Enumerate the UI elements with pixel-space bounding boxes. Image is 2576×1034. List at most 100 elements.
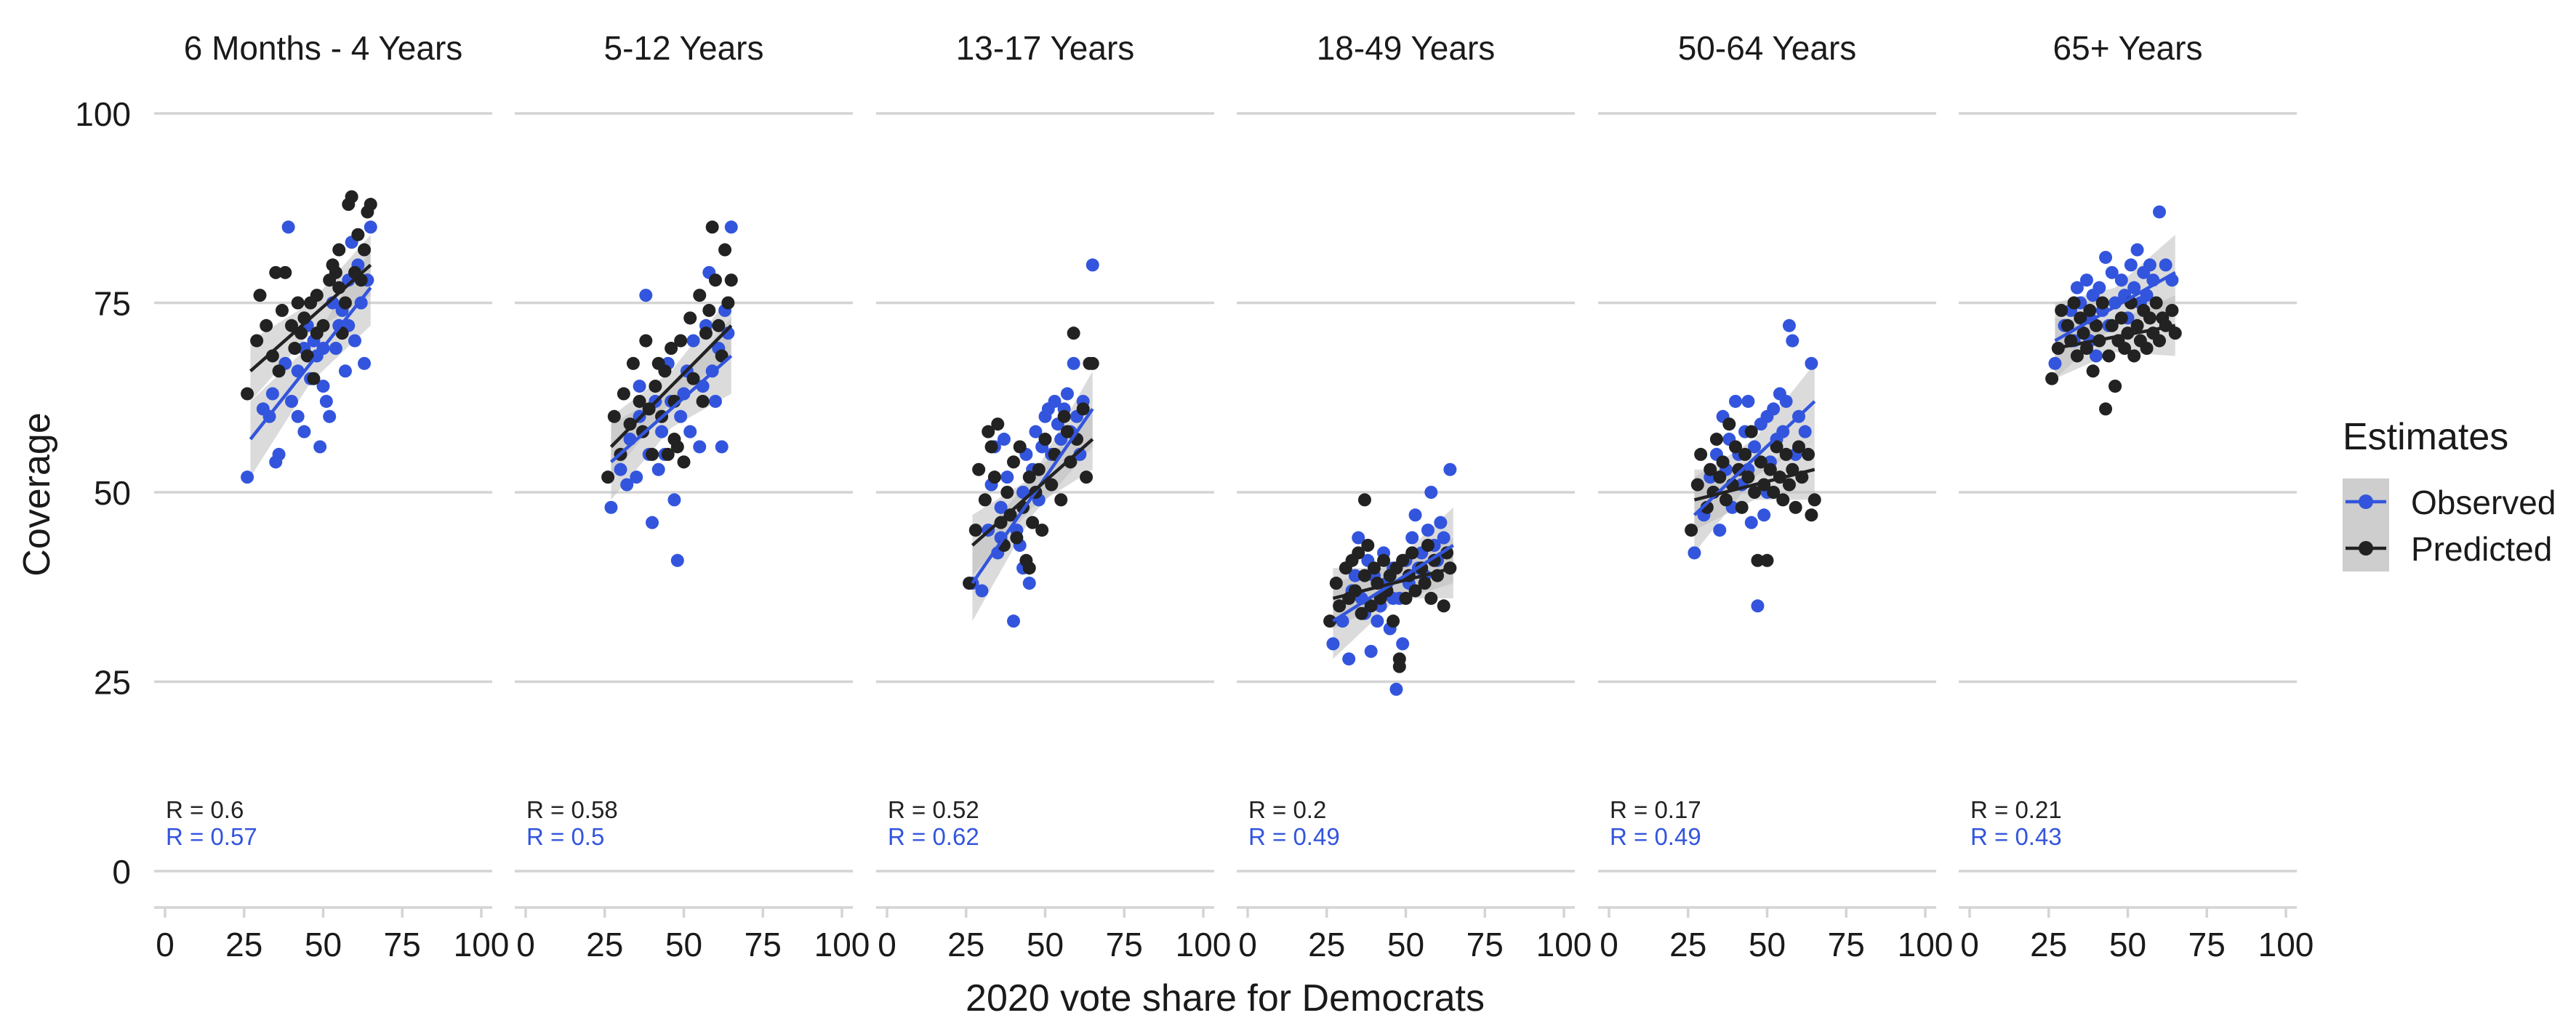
predicted-point — [1357, 569, 1371, 582]
y-tick-label: 75 — [94, 285, 131, 323]
r-observed-label: R = 0.57 — [166, 823, 257, 850]
predicted-point — [2077, 326, 2090, 340]
gridlines — [1237, 112, 1575, 873]
observed-point — [651, 462, 665, 476]
observed-point — [2143, 258, 2156, 272]
observed-point — [1434, 516, 1448, 529]
predicted-point — [2168, 326, 2182, 340]
predicted-point — [272, 364, 286, 378]
predicted-point — [2074, 311, 2087, 325]
x-tick-label: 100 — [814, 926, 870, 963]
x-tick-label: 100 — [1536, 926, 1592, 963]
observed-point — [2079, 273, 2093, 287]
predicted-point — [2079, 342, 2093, 356]
predicted-point — [2055, 303, 2069, 317]
predicted-point — [2118, 342, 2132, 356]
predicted-point — [358, 243, 372, 257]
observed-point — [2124, 258, 2138, 272]
predicted-point — [978, 493, 992, 507]
observed-point — [1688, 546, 1701, 560]
predicted-point — [307, 372, 321, 385]
observed-point — [241, 470, 254, 484]
predicted-point — [1709, 433, 1723, 446]
observed-point — [2114, 273, 2128, 287]
observed-point — [1405, 531, 1419, 545]
observed-point — [313, 440, 327, 454]
predicted-fit-line — [1693, 468, 1815, 502]
observed-point — [1364, 644, 1378, 658]
r-observed-label: R = 0.49 — [1610, 823, 1701, 850]
predicted-point — [1741, 470, 1755, 484]
r-predicted-label: R = 0.2 — [1248, 796, 1326, 823]
predicted-point — [1057, 409, 1071, 423]
predicted-point — [1035, 524, 1049, 537]
predicted-point — [1427, 553, 1441, 567]
predicted-point — [1007, 455, 1020, 469]
x-tick-label: 0 — [156, 926, 174, 963]
observed-point — [604, 500, 618, 514]
predicted-point — [1054, 493, 1068, 507]
predicted-point — [1026, 516, 1040, 529]
predicted-point — [1421, 538, 1435, 552]
predicted-point — [1080, 470, 1094, 484]
predicted-point — [250, 334, 264, 348]
predicted-point — [702, 303, 716, 317]
observed-point — [316, 380, 330, 393]
predicted-point — [2095, 296, 2109, 310]
predicted-point — [2105, 318, 2119, 332]
predicted-point — [667, 433, 681, 446]
legend-label: Predicted — [2411, 530, 2552, 568]
x-tick-label: 100 — [1176, 926, 1232, 963]
predicted-point — [2165, 303, 2179, 317]
predicted-point — [1405, 546, 1419, 560]
predicted-fit-line — [971, 438, 1094, 547]
observed-point — [1744, 516, 1758, 529]
observed-point — [1000, 470, 1014, 484]
observed-point — [1437, 531, 1450, 545]
x-axis: 0 25 50 75 100 — [876, 906, 1232, 963]
predicted-point — [696, 394, 710, 408]
observed-point — [667, 493, 681, 507]
observed-point — [285, 394, 298, 408]
predicted-point — [1010, 531, 1024, 545]
predicted-point — [1396, 553, 1410, 567]
observed-point — [630, 470, 643, 484]
observed-point — [281, 220, 295, 234]
y-axis-title: Coverage — [16, 412, 58, 576]
predicted-point — [2083, 303, 2097, 317]
predicted-point — [712, 318, 726, 332]
x-tick-label: 50 — [1749, 926, 1786, 963]
predicted-points — [2045, 296, 2182, 416]
predicted-point — [1003, 508, 1017, 522]
panel-title: 18-49 Years — [1317, 29, 1496, 67]
x-tick-label: 75 — [384, 926, 421, 963]
x-tick-label: 25 — [1669, 926, 1706, 963]
panel-title: 65+ Years — [2053, 29, 2203, 67]
predicted-point — [1038, 433, 1052, 446]
predicted-point — [1694, 447, 1708, 461]
predicted-point — [665, 342, 678, 356]
predicted-point — [310, 289, 324, 302]
panel-title: 50-64 Years — [1678, 29, 1857, 67]
panel-1: 0 25 50 75 100 6 Months - 4 Years R = 0.6R = 0… — [154, 29, 509, 963]
predicted-point — [2090, 318, 2103, 332]
predicted-point — [1738, 447, 1752, 461]
observed-point — [639, 289, 653, 302]
observed-point — [297, 425, 311, 438]
predicted-point — [661, 447, 675, 461]
predicted-point — [982, 425, 995, 438]
gridlines — [1598, 112, 1936, 873]
predicted-point — [1760, 553, 1774, 567]
legend: Estimates Observed Predicted — [2343, 416, 2556, 572]
x-tick-label: 100 — [2258, 926, 2314, 963]
predicted-point — [2061, 318, 2074, 332]
observed-point — [1729, 394, 1742, 408]
predicted-points — [241, 190, 377, 401]
observed-point — [2105, 265, 2119, 279]
predicted-point — [1805, 508, 1818, 522]
legend-label: Observed — [2411, 484, 2556, 521]
predicted-points — [1685, 417, 1821, 567]
